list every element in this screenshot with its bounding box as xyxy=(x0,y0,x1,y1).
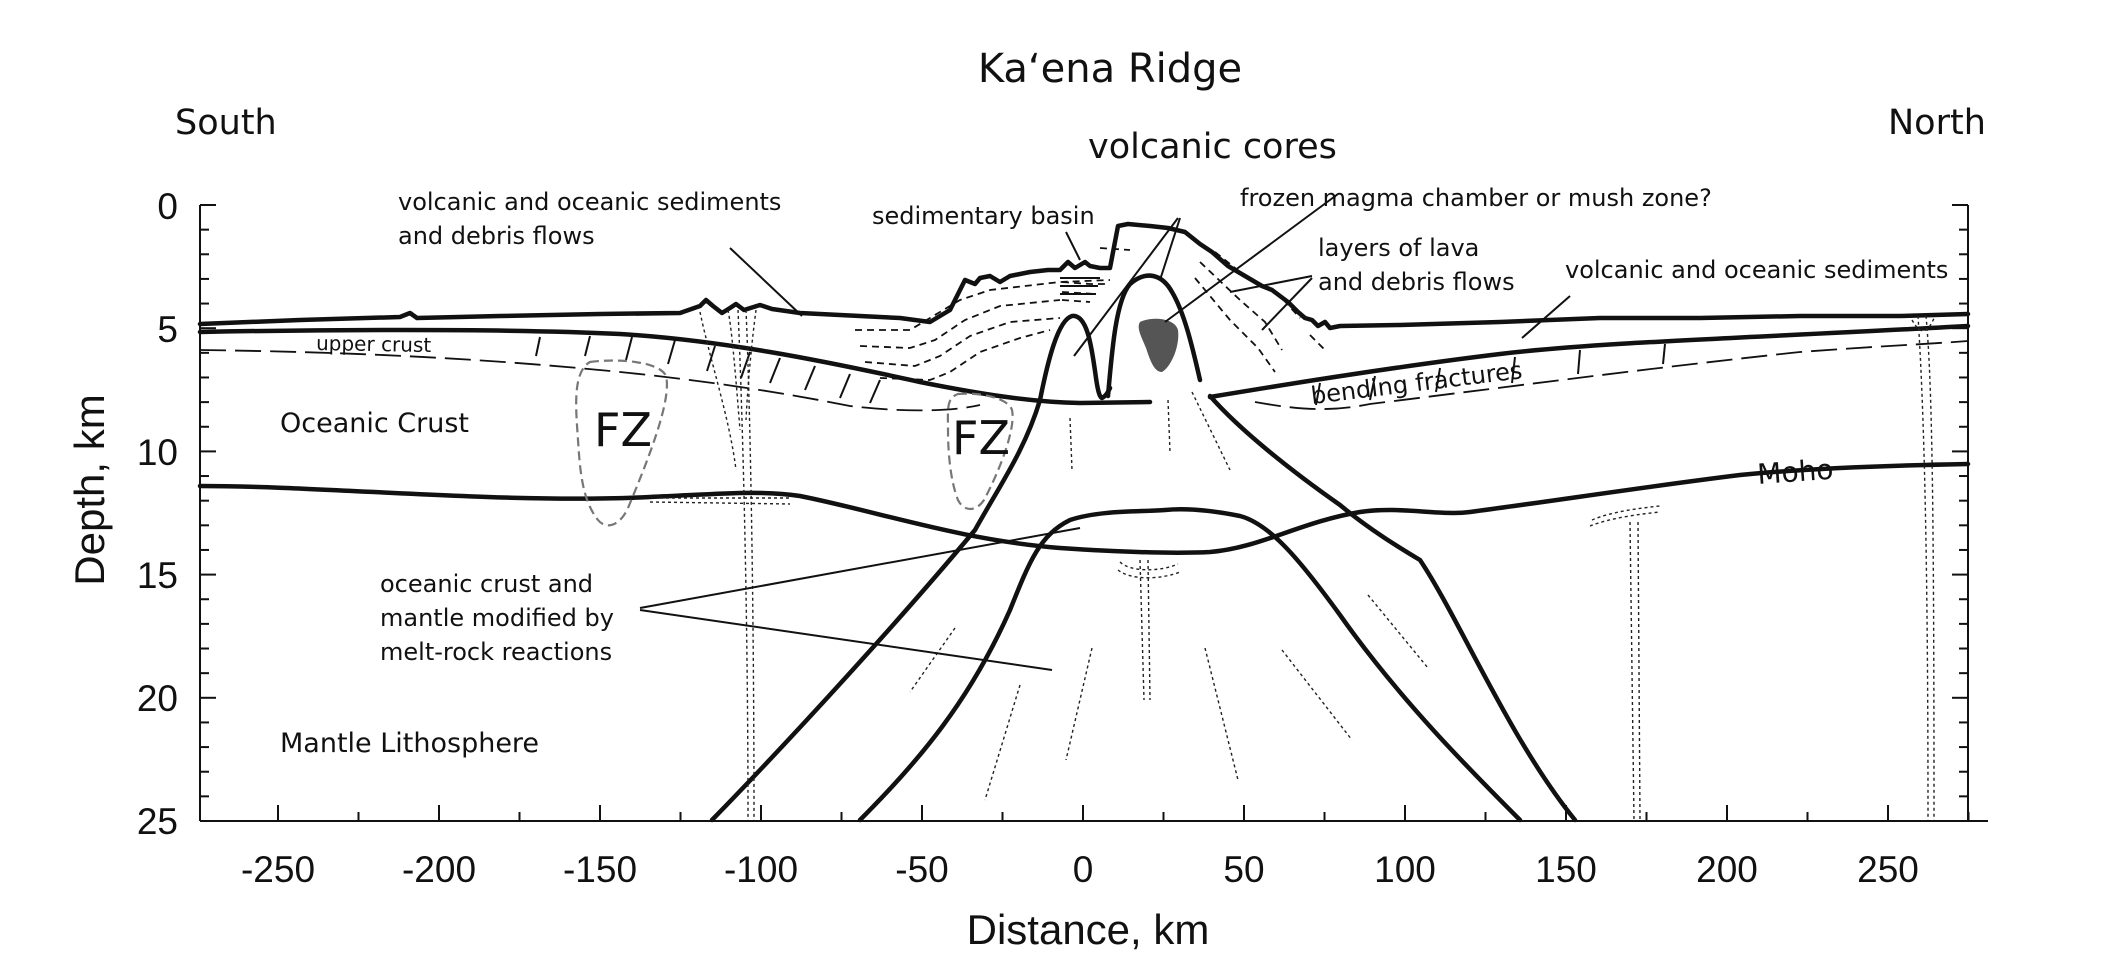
basin-lines xyxy=(1060,277,1100,295)
x-tick-label: -200 xyxy=(402,849,476,890)
north-label: North xyxy=(1888,103,1986,143)
volcanic-core-small xyxy=(1037,313,1113,403)
bending-fracture-ticks xyxy=(535,335,1666,406)
y-tick-label: 20 xyxy=(137,678,178,719)
upper-crust-base xyxy=(199,349,981,412)
dikes xyxy=(649,309,1936,821)
modified-zone-label-line2: mantle modified by xyxy=(380,604,614,632)
fracture-zone-center-label: FZ xyxy=(952,411,1010,465)
fracture-zone-left-label: FZ xyxy=(594,403,652,457)
x-axis-title: Distance, km xyxy=(967,906,1210,953)
leader-lines xyxy=(639,193,1571,671)
y-tick-label: 10 xyxy=(137,432,178,473)
seafloor-line xyxy=(197,221,1971,331)
sedimentary-basin-label: sedimentary basin xyxy=(872,202,1095,230)
axis-ticks xyxy=(200,204,1970,822)
volcanic-sediments-label: volcanic and oceanic sediments xyxy=(1565,256,1948,284)
mantle-lithosphere-label: Mantle Lithosphere xyxy=(280,728,539,759)
upper-crust-top xyxy=(197,327,1153,406)
frozen-magma-chamber-label: frozen magma chamber or mush zone? xyxy=(1240,184,1712,212)
modified-zone-label-line1: oceanic crust and xyxy=(380,570,593,598)
x-tick-label: -100 xyxy=(724,849,798,890)
upper-crust-label: upper crust xyxy=(316,331,432,357)
y-tick-label: 0 xyxy=(157,186,178,227)
y-tick-label: 25 xyxy=(137,801,178,842)
modified-zone-label-line3: melt-rock reactions xyxy=(380,638,612,666)
y-tick-label: 5 xyxy=(157,309,178,350)
magma-chamber xyxy=(1138,318,1179,372)
x-tick-label: -50 xyxy=(895,849,948,890)
sediments-debris-label-line2: and debris flows xyxy=(398,222,595,250)
lava-layers-label-line2: and debris flows xyxy=(1318,268,1515,296)
y-tick-label: 15 xyxy=(137,555,178,596)
upper-crust-top-north xyxy=(1207,323,1971,400)
radial-fractures xyxy=(909,391,1429,801)
south-label: South xyxy=(175,103,277,143)
oceanic-crust-label: Oceanic Crust xyxy=(280,408,469,439)
x-tick-label: -150 xyxy=(563,849,637,890)
modified-zone-inner xyxy=(709,397,1043,823)
x-tick-label: 200 xyxy=(1696,849,1758,890)
fracture-zone-left xyxy=(575,359,668,527)
y-axis-title: Depth, km xyxy=(66,394,113,585)
fracture-zone-center xyxy=(946,392,1014,511)
x-tick-label: 150 xyxy=(1535,849,1597,890)
moho-label: Moho xyxy=(1756,453,1834,491)
x-tick-label: 100 xyxy=(1374,849,1436,890)
diagram-title: Ka‘ena Ridge xyxy=(978,46,1242,92)
sediment-layers xyxy=(855,247,1326,381)
axes-frame xyxy=(199,205,1988,822)
modified-zone-inner-north xyxy=(1207,393,1578,823)
lava-layers-label-line1: layers of lava xyxy=(1318,234,1479,262)
upper-crust-base-north xyxy=(1254,340,1969,410)
moho-line xyxy=(197,461,1971,556)
sediments-debris-label-line1: volcanic and oceanic sediments xyxy=(398,188,781,216)
modified-zone-outer xyxy=(857,507,1523,823)
volcanic-cores-label: volcanic cores xyxy=(1088,127,1337,167)
x-tick-label: 50 xyxy=(1223,849,1264,890)
x-tick-label: 0 xyxy=(1073,849,1094,890)
x-tick-label: -250 xyxy=(241,849,315,890)
volcanic-core-large xyxy=(1105,273,1203,399)
x-tick-label: 250 xyxy=(1857,849,1919,890)
